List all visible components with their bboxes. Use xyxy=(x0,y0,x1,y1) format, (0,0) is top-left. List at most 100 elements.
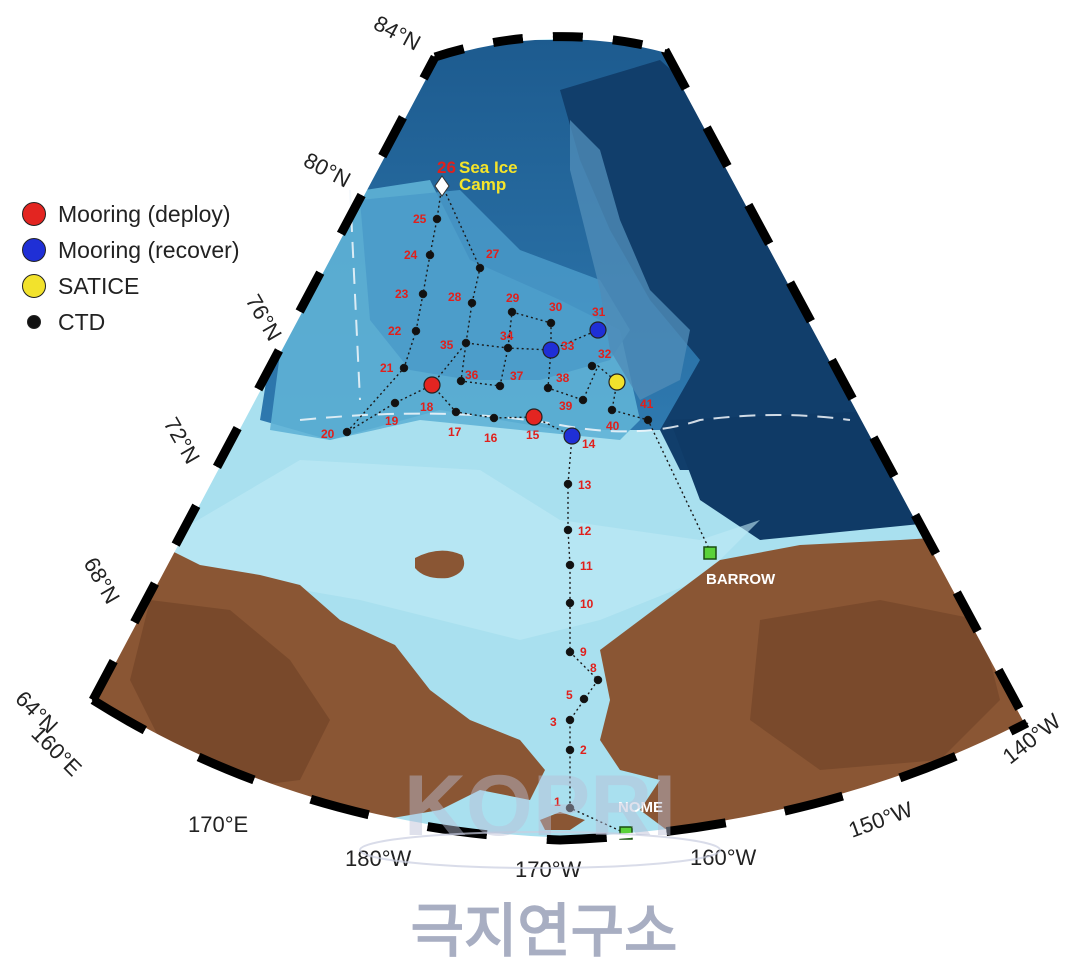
station-marker-37 xyxy=(495,381,505,391)
lon-label-150w: 150°W xyxy=(845,796,916,842)
station-marker-9 xyxy=(565,647,575,657)
station-label-21: 21 xyxy=(380,361,394,375)
logo-text: KOPRI xyxy=(404,758,676,854)
station-marker-28 xyxy=(467,298,477,308)
lon-label-170w: 170°W xyxy=(515,857,582,882)
lat-label-72: 72°N xyxy=(159,413,205,468)
legend-label: Mooring (deploy) xyxy=(58,200,231,227)
station-marker-22 xyxy=(411,326,421,336)
black-dot-icon xyxy=(27,315,41,329)
land-chukotka-shade xyxy=(130,600,330,790)
station-label-12: 12 xyxy=(578,524,592,538)
frame-left-white xyxy=(90,55,438,702)
station-label-34: 34 xyxy=(500,329,514,343)
station-marker-29 xyxy=(507,307,517,317)
station-marker-39 xyxy=(578,395,588,405)
lat-label-80: 80°N xyxy=(300,147,355,192)
sea-ice-camp: 26 Sea Ice Camp xyxy=(434,158,518,197)
legend-item-satice: SATICE xyxy=(22,268,312,304)
station-markers: 1235891011121314151617181920212223242527… xyxy=(321,212,654,813)
blue-dot-icon xyxy=(22,238,46,262)
station-marker-satice xyxy=(608,373,626,391)
frame-top-ticks xyxy=(433,32,667,62)
station-marker-38 xyxy=(543,383,553,393)
watermark-korean-text: 극지연구소 xyxy=(410,897,678,965)
station-marker-5 xyxy=(579,694,589,704)
frame-bottom-white xyxy=(91,697,1029,843)
station-label-32: 32 xyxy=(598,347,612,361)
camp-number: 26 xyxy=(437,158,456,177)
station-label-1: 1 xyxy=(554,795,561,809)
boundary-lines xyxy=(299,189,851,433)
station-label-38: 38 xyxy=(556,371,570,385)
frame-right-ticks xyxy=(661,47,1031,726)
station-label-40: 40 xyxy=(606,419,620,433)
station-marker-11 xyxy=(565,560,575,570)
station-marker-14 xyxy=(563,427,581,445)
land-alaska-shade xyxy=(750,600,1000,770)
camp-label-line1: Sea Ice xyxy=(459,158,518,177)
station-label-30: 30 xyxy=(549,300,563,314)
station-label-33: 33 xyxy=(561,339,575,353)
basin-water xyxy=(560,60,880,470)
station-label-17: 17 xyxy=(448,425,462,439)
station-label-14: 14 xyxy=(582,437,596,451)
station-label-20: 20 xyxy=(321,427,335,441)
land-wrangel xyxy=(415,550,465,579)
nome-label: NOME xyxy=(618,799,663,816)
station-label-27: 27 xyxy=(486,247,500,261)
station-marker-36 xyxy=(456,376,466,386)
station-marker-19 xyxy=(390,398,400,408)
lon-label-160e: 160°E xyxy=(26,721,86,781)
station-marker-17 xyxy=(451,407,461,417)
legend-item-ctd: CTD xyxy=(22,304,312,340)
station-marker-33 xyxy=(542,341,560,359)
station-label-15: 15 xyxy=(526,428,540,442)
station-marker-20 xyxy=(342,427,352,437)
station-label-18: 18 xyxy=(420,400,434,414)
station-label-39: 39 xyxy=(559,399,573,413)
station-marker-10 xyxy=(565,598,575,608)
station-marker-3 xyxy=(565,715,575,725)
frame-bottom-ticks xyxy=(90,696,1030,845)
station-label-24: 24 xyxy=(404,248,418,262)
plateau-water xyxy=(360,190,630,380)
survey-box-line xyxy=(349,189,361,401)
station-label-16: 16 xyxy=(484,431,498,445)
camp-label-line2: Camp xyxy=(459,175,506,194)
station-marker-30 xyxy=(546,318,556,328)
legend-item-mooring-recover: Mooring (recover) xyxy=(22,232,312,268)
station-marker-24 xyxy=(425,250,435,260)
station-label-41: 41 xyxy=(640,397,654,411)
station-marker-27 xyxy=(475,263,485,273)
lat-label-84: 84°N xyxy=(370,10,425,55)
station-label-35: 35 xyxy=(440,338,454,352)
station-label-9: 9 xyxy=(580,645,587,659)
nearshore xyxy=(130,460,760,640)
legend-label: Mooring (recover) xyxy=(58,236,240,263)
station-label-23: 23 xyxy=(395,287,409,301)
legend-label: CTD xyxy=(58,308,106,335)
station-marker-21 xyxy=(399,363,409,373)
station-label-22: 22 xyxy=(388,324,402,338)
station-marker-12 xyxy=(563,525,573,535)
kopri-logo-watermark: KOPRI xyxy=(359,758,721,869)
land-st-lawrence xyxy=(540,812,585,830)
station-marker-23 xyxy=(418,289,428,299)
station-label-5: 5 xyxy=(566,688,573,702)
lon-label-170e: 170°E xyxy=(188,812,248,837)
ice-edge-line xyxy=(299,412,851,433)
station-marker-40 xyxy=(607,405,617,415)
station-marker-15 xyxy=(525,408,543,426)
station-label-36: 36 xyxy=(465,368,479,382)
station-marker-16 xyxy=(489,413,499,423)
station-label-3: 3 xyxy=(550,715,557,729)
station-marker-13 xyxy=(563,479,573,489)
barrow-marker-icon xyxy=(703,546,717,560)
barrow-label: BARROW xyxy=(706,571,776,588)
map-frame xyxy=(89,32,1031,845)
station-label-11: 11 xyxy=(580,559,593,573)
station-label-19: 19 xyxy=(385,414,399,428)
station-label-37: 37 xyxy=(510,369,524,383)
